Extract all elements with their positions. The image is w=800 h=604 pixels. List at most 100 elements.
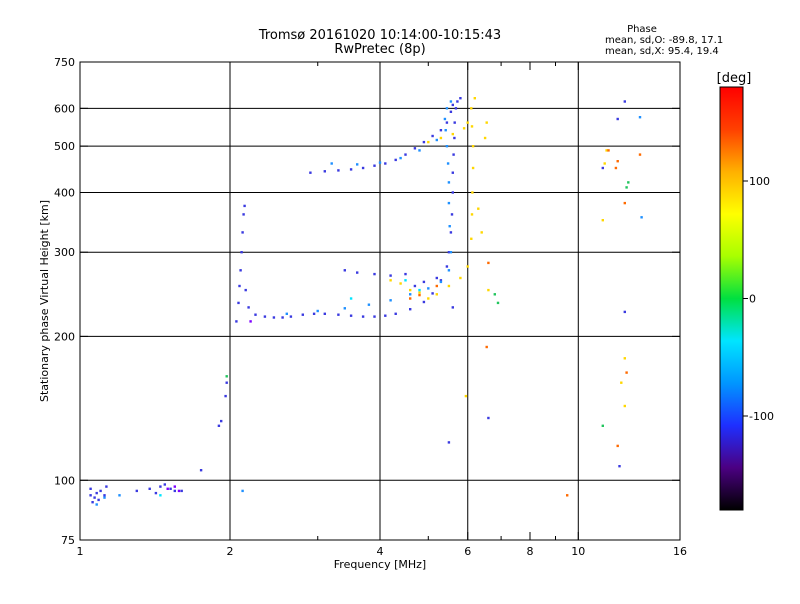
data-point bbox=[439, 129, 443, 132]
data-point bbox=[470, 237, 473, 240]
y-tick-label: 75 bbox=[61, 534, 75, 547]
data-point bbox=[166, 487, 169, 490]
data-point bbox=[241, 231, 244, 234]
data-point bbox=[103, 494, 106, 497]
data-point bbox=[447, 181, 451, 184]
data-point bbox=[483, 136, 487, 140]
data-point bbox=[235, 320, 238, 323]
data-point bbox=[453, 121, 456, 124]
data-point bbox=[337, 313, 340, 316]
data-point bbox=[445, 145, 449, 148]
data-point bbox=[343, 307, 346, 310]
data-point bbox=[620, 381, 623, 384]
stats-x-mode: mean, sd,X: 95.4, 19.4 bbox=[605, 46, 719, 57]
data-point bbox=[623, 100, 626, 103]
data-point bbox=[343, 269, 346, 272]
data-point bbox=[607, 149, 610, 152]
data-point bbox=[418, 288, 421, 292]
data-point bbox=[618, 465, 621, 468]
data-point bbox=[444, 129, 447, 132]
data-point bbox=[180, 489, 183, 493]
data-point bbox=[97, 498, 100, 502]
data-point bbox=[456, 100, 459, 103]
data-point bbox=[466, 265, 469, 268]
data-point bbox=[453, 136, 456, 140]
data-point bbox=[349, 314, 353, 317]
data-point bbox=[448, 225, 451, 228]
data-point bbox=[640, 216, 643, 219]
data-point bbox=[470, 125, 474, 128]
data-point bbox=[409, 293, 412, 296]
data-point bbox=[439, 280, 443, 284]
data-point bbox=[249, 320, 252, 323]
data-point bbox=[625, 371, 628, 374]
data-point bbox=[471, 191, 474, 194]
x-tick-label: 1 bbox=[77, 545, 84, 558]
data-point bbox=[451, 306, 454, 309]
data-point bbox=[240, 251, 243, 254]
data-point bbox=[623, 357, 626, 360]
y-tick-label: 750 bbox=[54, 56, 75, 69]
data-point bbox=[446, 162, 450, 165]
data-point bbox=[466, 121, 469, 124]
x-axis-ticks: 1 2 4 6 8 10 16 bbox=[77, 62, 687, 558]
data-point bbox=[389, 279, 392, 282]
data-point bbox=[447, 201, 451, 205]
y-tick-label: 600 bbox=[54, 102, 75, 115]
data-point bbox=[323, 312, 326, 315]
data-point bbox=[159, 494, 162, 497]
data-point bbox=[225, 381, 228, 384]
data-point bbox=[389, 299, 392, 302]
data-point bbox=[638, 153, 642, 156]
data-point bbox=[449, 231, 453, 234]
data-point bbox=[349, 297, 353, 300]
y-axis-ticks: 75 100 200 300 400 500 600 750 bbox=[54, 56, 680, 547]
data-point bbox=[445, 265, 449, 268]
data-point bbox=[471, 145, 475, 148]
y-tick-label: 200 bbox=[54, 330, 75, 343]
data-point bbox=[605, 149, 608, 152]
data-point bbox=[309, 171, 312, 174]
data-point bbox=[427, 287, 430, 290]
data-point bbox=[459, 97, 462, 100]
data-point bbox=[89, 494, 92, 497]
data-point bbox=[95, 491, 98, 495]
x-tick-label: 2 bbox=[227, 545, 234, 558]
data-point bbox=[289, 315, 293, 318]
data-point bbox=[623, 201, 626, 205]
colorbar-tick-label: 0 bbox=[749, 293, 756, 306]
data-point bbox=[217, 424, 221, 427]
x-tick-label: 4 bbox=[377, 545, 384, 558]
data-point bbox=[99, 489, 102, 493]
data-point bbox=[413, 284, 417, 288]
data-point bbox=[384, 314, 387, 317]
data-point bbox=[427, 297, 430, 300]
data-point bbox=[349, 168, 353, 171]
data-point bbox=[312, 312, 316, 315]
data-point bbox=[471, 166, 475, 170]
data-point bbox=[399, 156, 402, 160]
data-point bbox=[356, 163, 359, 166]
data-point bbox=[177, 489, 181, 493]
colorbar: [deg] 100 0 -100 bbox=[717, 71, 774, 511]
data-point bbox=[451, 171, 454, 174]
stats-title: Phase bbox=[627, 24, 657, 35]
y-axis-label: Stationary phase Virtual Height [km] bbox=[38, 200, 51, 402]
data-point bbox=[409, 288, 412, 292]
data-point bbox=[225, 375, 228, 378]
data-point bbox=[422, 300, 426, 304]
data-point bbox=[272, 316, 276, 319]
data-point bbox=[389, 274, 392, 277]
data-point bbox=[601, 219, 604, 222]
colorbar-tick-label: -100 bbox=[749, 410, 774, 423]
data-point bbox=[247, 306, 250, 309]
data-point bbox=[435, 293, 438, 296]
data-point bbox=[496, 301, 500, 305]
data-point bbox=[473, 97, 476, 100]
data-point bbox=[427, 140, 430, 144]
data-point bbox=[285, 312, 288, 315]
data-point bbox=[404, 279, 407, 282]
data-point bbox=[241, 489, 244, 493]
data-point bbox=[154, 491, 158, 495]
